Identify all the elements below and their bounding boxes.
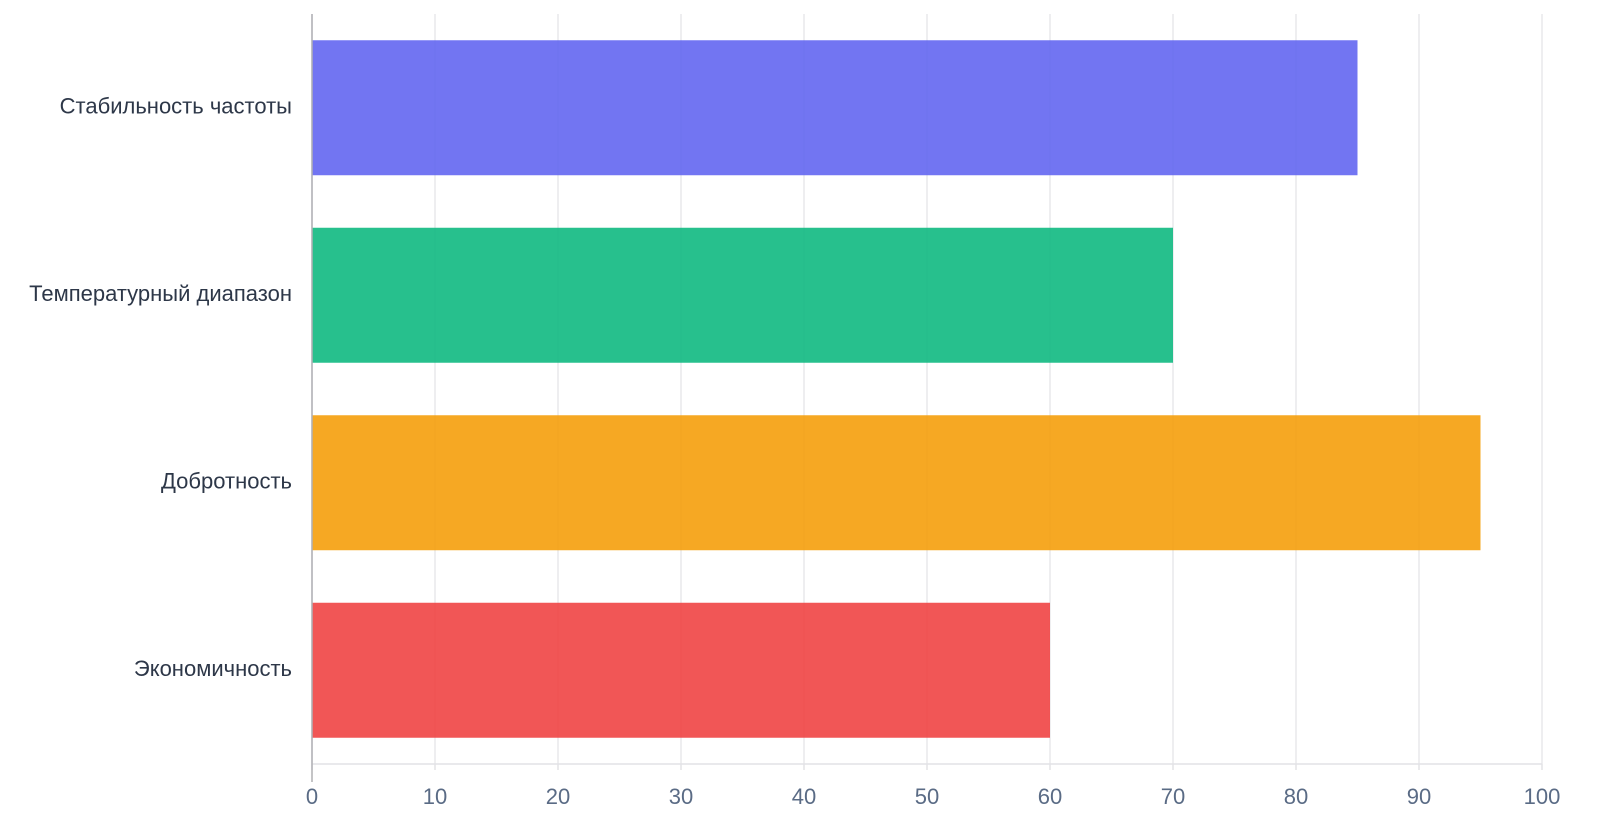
bar <box>312 602 1050 738</box>
x-tick-label: 80 <box>1284 784 1308 809</box>
x-tick-label: 100 <box>1524 784 1561 809</box>
bar <box>312 40 1358 176</box>
x-tick-label: 10 <box>423 784 447 809</box>
bar <box>312 227 1173 363</box>
x-tick-label: 40 <box>792 784 816 809</box>
x-tick-label: 90 <box>1407 784 1431 809</box>
x-tick-label: 70 <box>1161 784 1185 809</box>
bar <box>312 415 1481 551</box>
y-tick-label: Экономичность <box>134 656 292 681</box>
x-tick-label: 50 <box>915 784 939 809</box>
y-tick-label: Стабильность частоты <box>60 94 292 119</box>
x-tick-label: 20 <box>546 784 570 809</box>
x-tick-label: 60 <box>1038 784 1062 809</box>
y-tick-label: Температурный диапазон <box>29 281 292 306</box>
y-tick-label: Добротность <box>161 469 292 494</box>
x-tick-label: 30 <box>669 784 693 809</box>
x-tick-label: 0 <box>306 784 318 809</box>
